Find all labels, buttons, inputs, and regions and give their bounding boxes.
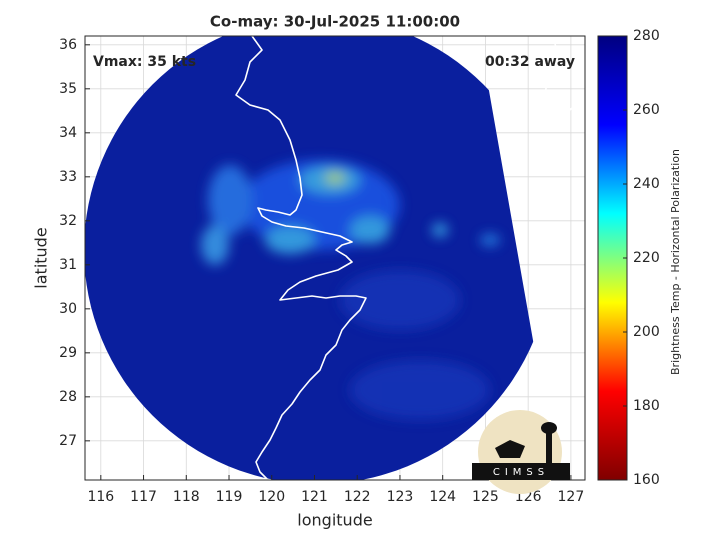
x-axis-label: longitude xyxy=(297,511,372,530)
y-tick-label: 36 xyxy=(59,37,77,53)
colorbar-tick-label: 180 xyxy=(633,398,660,414)
logo: CIMSS xyxy=(472,410,570,494)
colorbar xyxy=(597,35,628,481)
colorbar-label: Brightness Temp - Horizontal Polarizatio… xyxy=(669,149,682,375)
x-tick-label: 127 xyxy=(558,489,585,505)
x-tick-label: 124 xyxy=(429,489,456,505)
x-tick-label: 121 xyxy=(301,489,328,505)
colorbar-tick-label: 240 xyxy=(633,176,660,192)
y-tick-label: 34 xyxy=(59,125,77,141)
chart-title: Co-may: 30-Jul-2025 11:00:00 xyxy=(210,13,460,31)
x-tick-label: 116 xyxy=(87,489,114,505)
x-tick-label: 120 xyxy=(258,489,285,505)
annotation: 00:32 away xyxy=(485,54,575,70)
colorbar-tick-label: 280 xyxy=(633,28,660,44)
logo-text: CIMSS xyxy=(493,467,549,478)
y-tick-label: 30 xyxy=(59,301,77,317)
y-tick-label: 28 xyxy=(59,389,77,405)
colorbar-tick-label: 220 xyxy=(633,250,660,266)
x-tick-label: 119 xyxy=(216,489,243,505)
y-tick-label: 32 xyxy=(59,213,77,229)
swath xyxy=(85,36,581,480)
x-tick-label: 118 xyxy=(173,489,200,505)
x-tick-label: 122 xyxy=(344,489,371,505)
y-tick-label: 29 xyxy=(59,345,77,361)
y-axis-label: latitude xyxy=(32,227,51,288)
colorbar-tick-label: 260 xyxy=(633,102,660,118)
x-tick-label: 117 xyxy=(130,489,157,505)
y-tick-label: 33 xyxy=(59,169,77,185)
colorbar-tick-label: 200 xyxy=(633,324,660,340)
y-tick-label: 31 xyxy=(59,257,77,273)
y-tick-label: 27 xyxy=(59,433,77,449)
plot-frame xyxy=(84,35,586,481)
annotation: Vmax: 35 kts xyxy=(93,54,196,70)
x-tick-label: 125 xyxy=(472,489,499,505)
colorbar-tick-label: 160 xyxy=(633,472,660,488)
y-tick-label: 35 xyxy=(59,81,77,97)
x-tick-label: 123 xyxy=(387,489,414,505)
